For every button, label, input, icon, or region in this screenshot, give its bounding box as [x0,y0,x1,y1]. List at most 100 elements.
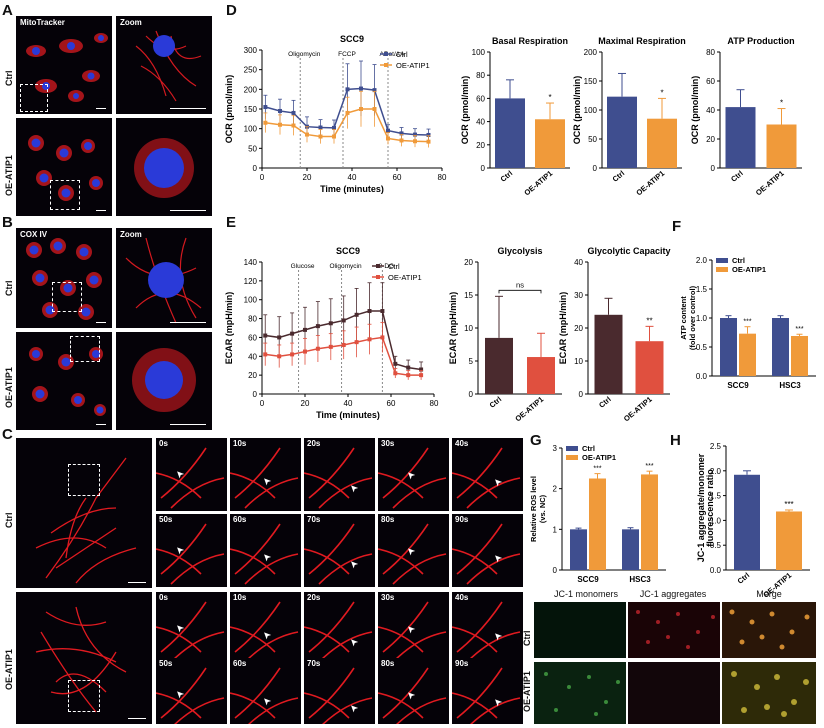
y-tick-label: 20 [574,324,583,333]
data-point [413,132,417,137]
y-tick-label: 200 [584,48,598,57]
bar [725,107,756,168]
y-axis-label: OCR (pmol/min) [224,75,234,144]
panel-label-g: G [530,432,542,449]
chart-E-ecar: 0 20 40 60 80 100 120 140 SCC9 ECAR (mpH/min) 0 20 4… [224,246,439,420]
micrograph-coxiv-zoom-ctrl: Zoom [116,228,212,328]
y-axis-label: ECAR (mpH/min) [224,292,234,365]
injection-label: 2-DG [379,263,395,270]
y-axis-label: fluorescence ratio [705,469,715,547]
y-tick-label: 10 [464,324,473,333]
x-axis-label: Time (minutes) [320,184,384,194]
y-tick-label: 0.5 [696,343,708,352]
x-tick-label: OE-ATIP1 [634,169,666,198]
x-tick-label: HSC3 [779,381,801,390]
zoom-cell-image [132,348,196,412]
bar [622,529,639,570]
scale-bar [96,424,106,425]
chart-D-atp: 0 20 40 60 80 ATP Production OCR (pmol/min) Ctr… [690,36,802,197]
x-tick-label: OE-ATIP1 [513,395,545,424]
y-tick-label: 20 [706,135,715,144]
x-tick-label: Ctrl [736,571,752,586]
timestamp-label: 40s [455,593,469,602]
zoom-cell-image [125,237,202,324]
bar [776,511,802,570]
injection-label: ARot/AA [380,51,406,58]
chart-F-atp: 0.0 0.5 1.0 1.5 2.0 ATP content (fold over con… [679,256,816,390]
timestamp-label: 0s [159,439,168,448]
y-tick-label: 120 [244,277,258,286]
data-point [305,132,309,137]
y-tick-label: 100 [244,125,258,134]
data-point [359,86,363,91]
significance-label: *** [743,319,751,326]
panel-label-a: A [2,2,13,19]
y-tick-label: 0 [253,164,258,173]
timestamp-label: 50s [159,659,173,668]
x-tick-label: 60 [387,399,396,408]
injection-label: Oligomycin [288,51,321,58]
panel-label-h: H [670,432,681,449]
x-tick-label: 40 [344,399,353,408]
x-tick-label: 60 [393,173,402,182]
y-tick-label: 200 [244,85,258,94]
data-point [393,361,398,366]
significance-label: *** [645,463,653,470]
y-tick-label: 20 [464,258,473,267]
bar [766,124,797,168]
data-point [354,312,359,317]
significance-bracket [498,289,542,294]
x-tick-label: SCC9 [577,575,599,584]
timelapse-frame: 50s ➤ [156,514,227,587]
timelapse-frame: 80s ➤ [378,514,449,587]
data-point [315,324,320,329]
y-tick-label: 1.5 [710,492,722,501]
y-tick-label: 0 [253,390,258,399]
speckle-image [544,672,620,716]
bar [594,314,623,394]
bar [772,318,789,376]
x-tick-label: HSC3 [629,575,651,584]
y-tick-label: 0 [593,164,598,173]
y-axis-label: (vs. NC) [538,494,547,523]
timelapse-frame: 10s ➤ [230,592,301,665]
timestamp-label: 60s [233,515,247,524]
timelapse-frame: 10s ➤ [230,438,301,511]
timestamp-label: 10s [233,439,247,448]
micrograph-mitotracker-oe [16,118,112,216]
y-tick-label: 150 [244,105,258,114]
speckle-image [731,671,809,717]
y-axis-label: (fold over control) [688,285,697,350]
timelapse-frame: 50s ➤ [156,658,227,724]
timelapse-frame: 20s ➤ [304,438,375,511]
data-point [359,107,363,111]
scale-bar [96,322,106,323]
timestamp-label: 30s [381,593,395,602]
bar [734,474,760,570]
y-tick-label: 1 [553,525,558,534]
x-tick-label: 20 [303,173,312,182]
data-point [406,373,411,378]
mito-filament-image [156,523,225,585]
timestamp-label: 10s [233,593,247,602]
legend-marker [376,264,380,268]
timestamp-label: 90s [455,659,469,668]
cells-image [26,238,102,320]
data-point [426,132,431,137]
jc1-col-merge: Merge [756,589,782,599]
y-tick-label: 15 [464,291,473,300]
bar [485,337,513,394]
timestamp-label: 40s [455,439,469,448]
data-point [263,333,268,338]
timelapse-frame: 90s ➤ [452,658,523,724]
mito-filament-image [378,447,447,509]
timestamp-label: 70s [307,515,321,524]
y-axis-label: ATP content [679,296,688,340]
speckle-image [729,609,810,650]
mito-network-image [35,457,137,584]
x-tick-label: OE-ATIP1 [622,395,654,424]
timestamp-label: 80s [381,659,395,668]
scale-bar [128,582,146,583]
data-point [318,125,323,130]
